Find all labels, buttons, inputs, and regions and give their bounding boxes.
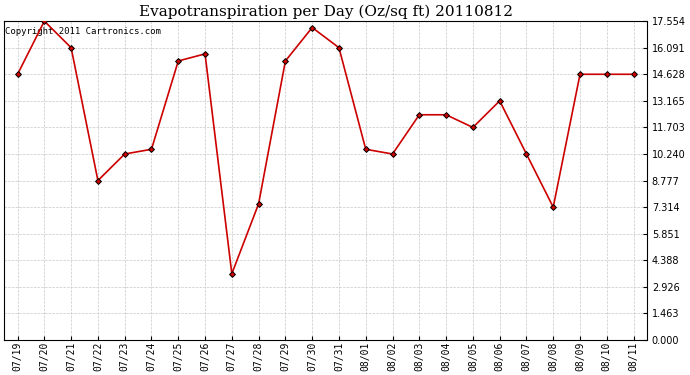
Title: Evapotranspiration per Day (Oz/sq ft) 20110812: Evapotranspiration per Day (Oz/sq ft) 20… <box>139 4 513 18</box>
Text: Copyright 2011 Cartronics.com: Copyright 2011 Cartronics.com <box>6 27 161 36</box>
